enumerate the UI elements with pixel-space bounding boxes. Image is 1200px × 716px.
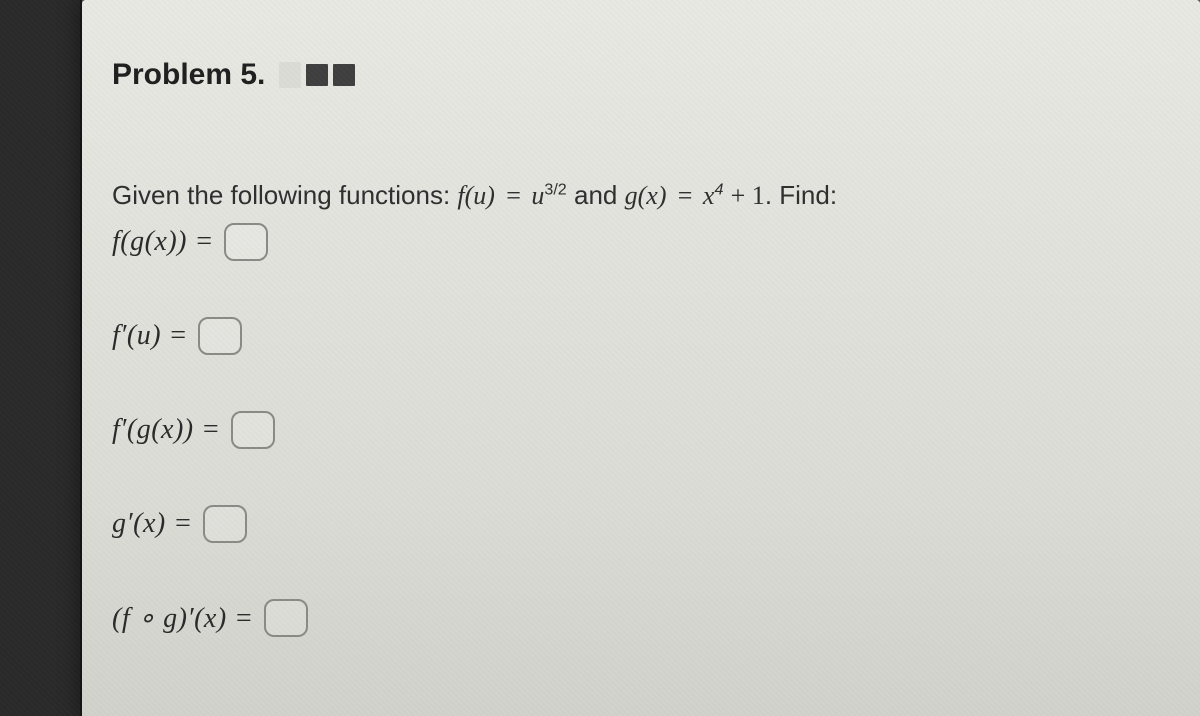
answer-input-fprime-u[interactable] [198, 317, 242, 355]
answer-input-gprime-x[interactable] [203, 505, 247, 543]
answer-input-fprime-gx[interactable] [231, 411, 275, 449]
lhs-fprime-gx: f′(g(x)) = [112, 414, 221, 446]
answer-row-fgx: f(g(x)) = [112, 223, 1170, 261]
answer-row-fprime-gx: f′(g(x)) = [112, 411, 1170, 449]
equals-sign: = [502, 181, 531, 210]
f-def-rhs-base: u [531, 181, 544, 210]
answer-input-fgx[interactable] [224, 223, 268, 261]
lhs-fog-prime: (f ∘ g)′(x) = [112, 601, 254, 635]
left-dark-strip [0, 0, 82, 716]
content-area: Problem 5. Given the following functions… [82, 0, 1200, 667]
intro-prefix: Given the following functions: [112, 180, 457, 210]
page-sheet: Problem 5. Given the following functions… [82, 0, 1200, 716]
progress-indicator [279, 62, 355, 88]
answer-row-fprime-u: f′(u) = [112, 317, 1170, 355]
answer-row-fog-prime: (f ∘ g)′(x) = [112, 599, 1170, 637]
f-def-rhs-exp: 3/2 [544, 180, 566, 198]
g-def-lhs: g(x) [625, 181, 667, 210]
equals-sign: = [674, 181, 703, 210]
progress-dark-square [333, 64, 355, 86]
g-def-rhs-tail: + 1 [731, 181, 765, 210]
f-def-lhs: f(u) [457, 181, 495, 210]
g-def-rhs-exp: 4 [714, 180, 723, 198]
problem-title: Problem 5. [112, 58, 265, 92]
intro-mid: and [574, 180, 625, 210]
lhs-gprime-x: g′(x) = [112, 508, 193, 540]
intro-tail: . Find: [765, 180, 837, 210]
lhs-fprime-u: f′(u) = [112, 320, 188, 352]
problem-statement: Given the following functions: f(u) = u3… [112, 176, 1170, 215]
problem-header: Problem 5. [112, 58, 1170, 92]
g-def-rhs-base: x [703, 181, 715, 210]
progress-dark-square [306, 64, 328, 86]
progress-faint-square [279, 62, 301, 88]
lhs-fgx: f(g(x)) = [112, 226, 214, 258]
answer-row-gprime-x: g′(x) = [112, 505, 1170, 543]
answer-input-fog-prime[interactable] [264, 599, 308, 637]
